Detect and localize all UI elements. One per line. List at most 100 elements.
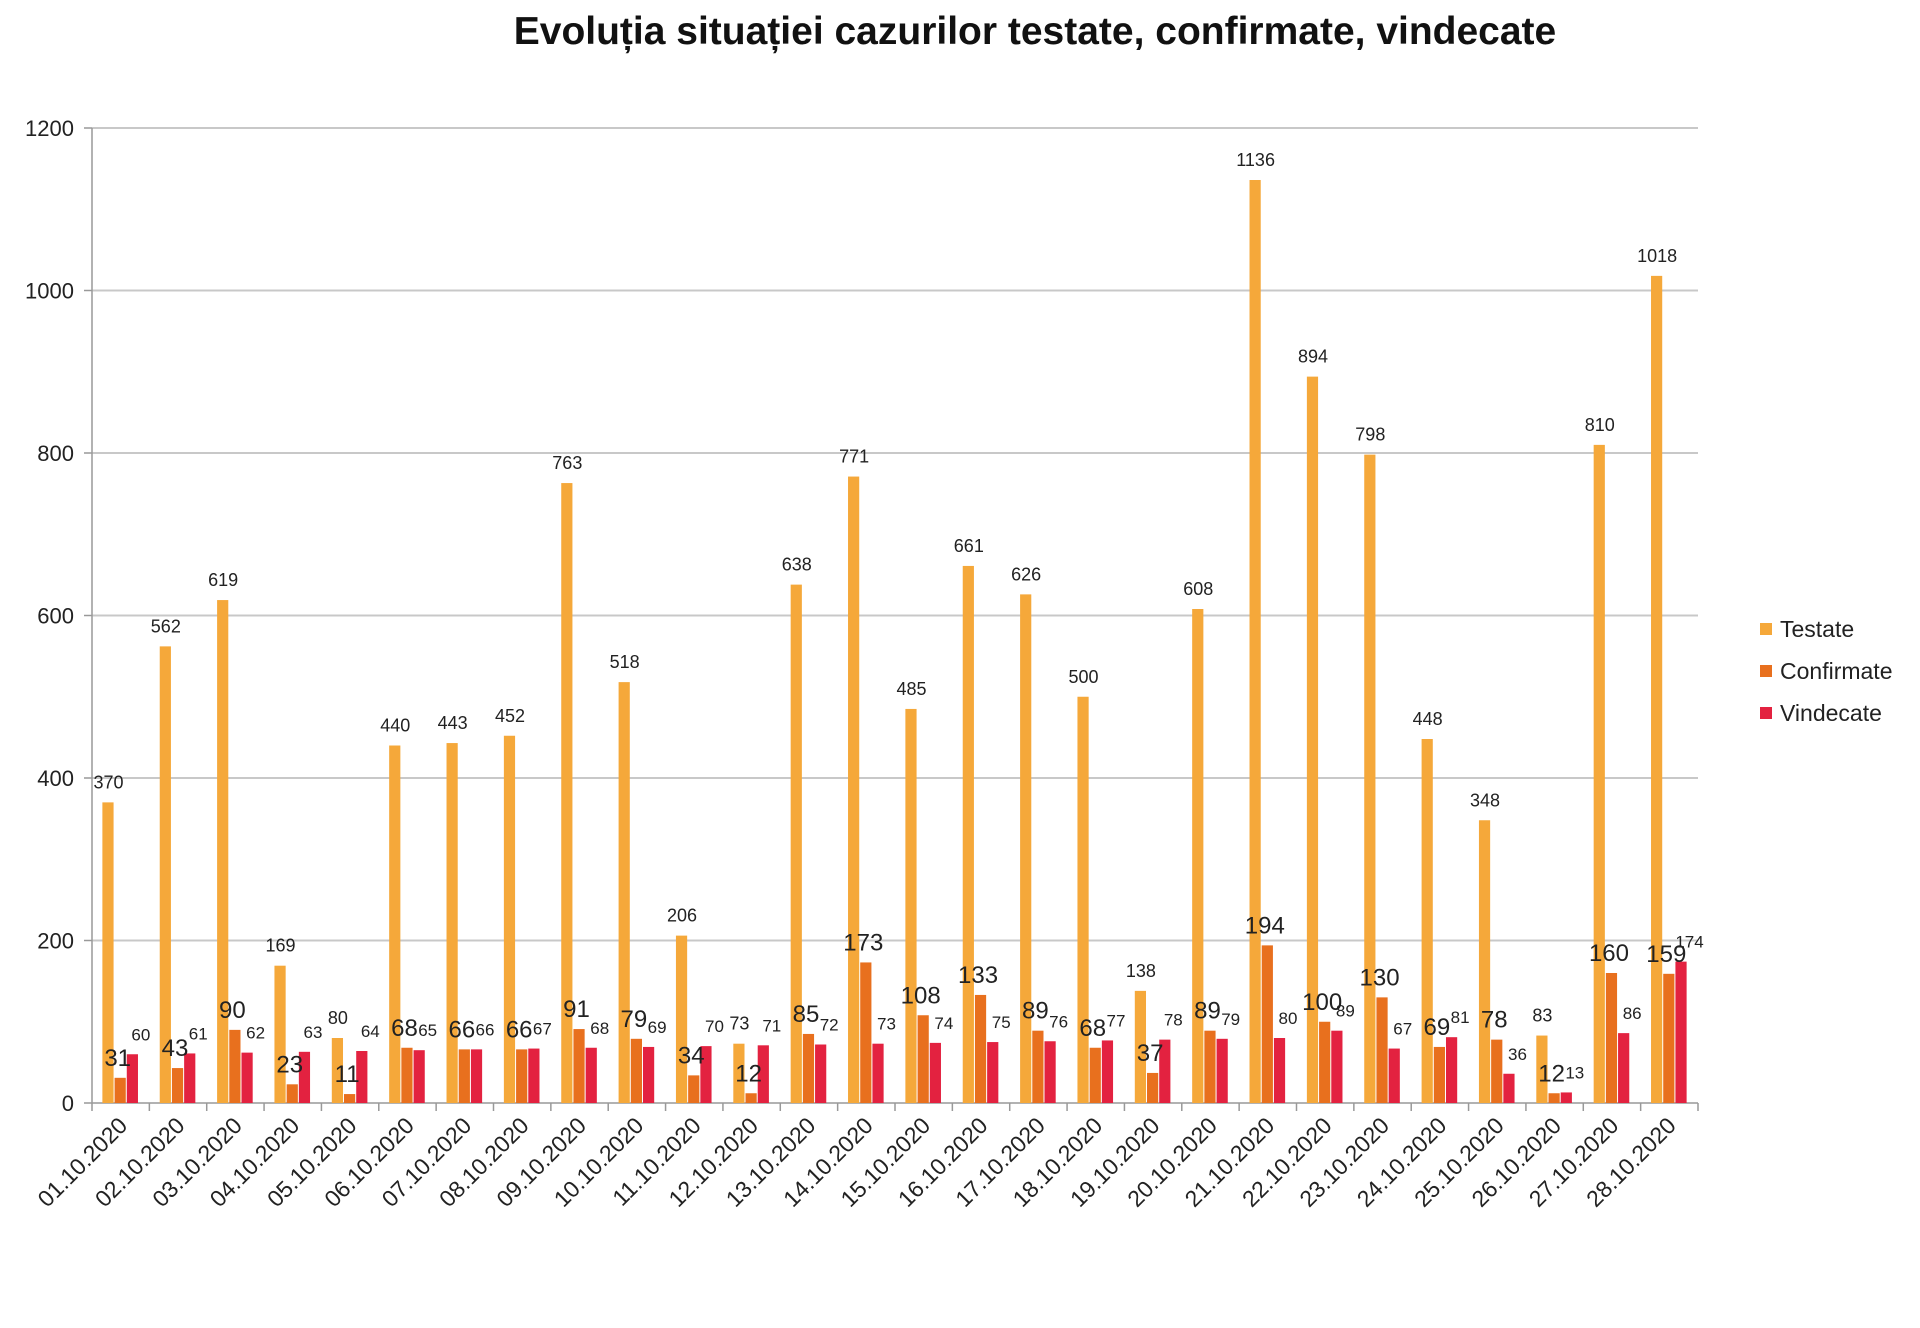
data-label-confirmate: 90 (219, 997, 246, 1024)
legend-swatch (1760, 665, 1772, 677)
bar-testate (274, 965, 286, 1103)
bar-confirmate (860, 962, 872, 1103)
data-label-testate: 1136 (1236, 150, 1275, 170)
bar-testate (618, 682, 630, 1103)
bar-confirmate (745, 1093, 757, 1103)
data-label-confirmate: 31 (104, 1045, 131, 1072)
data-label-vindecate: 63 (303, 1023, 322, 1042)
data-label-vindecate: 62 (246, 1024, 265, 1043)
data-label-confirmate: 159 (1646, 941, 1686, 968)
data-label-testate: 448 (1413, 709, 1443, 729)
bar-vindecate (1273, 1038, 1286, 1103)
data-label-testate: 798 (1355, 425, 1385, 445)
data-label-testate: 440 (380, 716, 410, 736)
data-label-vindecate: 72 (820, 1016, 839, 1035)
data-label-confirmate: 173 (843, 929, 883, 956)
data-label-confirmate: 34 (678, 1042, 705, 1069)
bar-testate (389, 745, 401, 1103)
legend-swatch (1760, 707, 1772, 719)
data-label-confirmate: 68 (1079, 1015, 1106, 1042)
bar-confirmate (802, 1033, 815, 1103)
data-label-testate: 638 (782, 555, 812, 575)
bar-vindecate (1445, 1037, 1458, 1103)
data-label-vindecate: 70 (705, 1017, 724, 1036)
bar-vindecate (1388, 1048, 1400, 1103)
bar-vindecate (987, 1042, 999, 1103)
bar-testate (675, 935, 688, 1103)
data-label-confirmate: 89 (1194, 998, 1221, 1025)
bar-vindecate (929, 1042, 941, 1103)
data-label-testate: 370 (93, 772, 123, 792)
bar-vindecate (872, 1043, 884, 1103)
data-label-confirmate: 133 (958, 962, 998, 989)
bar-testate (1134, 990, 1147, 1103)
data-label-testate: 443 (438, 713, 468, 733)
bar-confirmate (1376, 997, 1388, 1103)
legend-item-vindecate: Vindecate (1760, 692, 1892, 734)
data-label-vindecate: 60 (131, 1025, 150, 1044)
bar-vindecate (126, 1054, 138, 1103)
data-label-testate: 206 (667, 906, 697, 926)
data-label-testate: 80 (328, 1008, 348, 1028)
bar-confirmate (1261, 945, 1273, 1103)
legend-label: Confirmate (1780, 657, 1893, 684)
bar-vindecate (356, 1051, 368, 1103)
data-label-testate: 518 (610, 652, 640, 672)
bar-testate (1249, 180, 1261, 1103)
legend-swatch (1760, 623, 1772, 635)
data-label-testate: 169 (266, 936, 296, 956)
y-tick-labels: 0 200 400 600 800 1000 1200 (25, 116, 74, 1116)
bar-vindecate (1503, 1073, 1515, 1103)
bar-testate (790, 584, 802, 1103)
data-label-vindecate: 78 (1164, 1011, 1183, 1030)
bar-vindecate (585, 1047, 597, 1103)
bar-testate (217, 600, 229, 1103)
legend-label: Testate (1780, 615, 1855, 642)
data-label-vindecate: 80 (1279, 1009, 1298, 1028)
data-label-vindecate: 69 (648, 1018, 667, 1037)
y-tick-label: 800 (37, 441, 74, 466)
bar-confirmate (974, 994, 987, 1103)
bar-testate (1478, 820, 1491, 1103)
x-tick-labels: 01.10.202002.10.202003.10.202004.10.2020… (32, 1112, 1680, 1212)
data-label-testate: 485 (896, 679, 926, 699)
data-label-confirmate: 69 (1424, 1014, 1451, 1041)
bar-vindecate (1560, 1092, 1572, 1103)
data-label-testate: 810 (1585, 415, 1615, 435)
data-label-confirmate: 89 (1022, 998, 1049, 1025)
bar-vindecate (1618, 1033, 1630, 1103)
data-label-vindecate: 86 (1623, 1004, 1642, 1023)
data-label-confirmate: 85 (793, 1001, 820, 1028)
bar-confirmate (458, 1049, 470, 1103)
bar-confirmate (1491, 1039, 1503, 1103)
data-label-testate: 83 (1532, 1006, 1552, 1026)
bar-vindecate (528, 1048, 540, 1103)
data-label-testate: 138 (1126, 961, 1156, 981)
bar-confirmate (1204, 1030, 1216, 1103)
data-label-testate: 771 (839, 447, 869, 467)
data-label-confirmate: 66 (506, 1016, 533, 1043)
data-label-vindecate: 64 (361, 1022, 380, 1041)
data-label-vindecate: 67 (533, 1020, 552, 1039)
bars (102, 180, 1687, 1103)
data-label-vindecate: 81 (1451, 1008, 1470, 1027)
bar-vindecate (1101, 1040, 1114, 1103)
data-label-testate: 626 (1011, 564, 1041, 584)
data-label-confirmate: 108 (901, 982, 941, 1009)
data-label-vindecate: 66 (476, 1020, 495, 1039)
legend-label: Vindecate (1780, 699, 1882, 726)
bar-vindecate (413, 1050, 425, 1103)
y-tick-label: 600 (37, 604, 74, 629)
bar-vindecate (184, 1053, 196, 1103)
bar-confirmate (171, 1068, 184, 1103)
data-label-confirmate: 12 (1538, 1060, 1565, 1087)
data-label-vindecate: 174 (1675, 933, 1703, 952)
y-tick-label: 200 (37, 929, 74, 954)
bar-confirmate (688, 1075, 700, 1103)
data-label-confirmate: 66 (448, 1016, 475, 1043)
bar-vindecate (700, 1046, 712, 1103)
data-label-testate: 73 (729, 1014, 749, 1034)
data-label-vindecate: 71 (762, 1016, 781, 1035)
bar-vindecate (1675, 961, 1687, 1103)
